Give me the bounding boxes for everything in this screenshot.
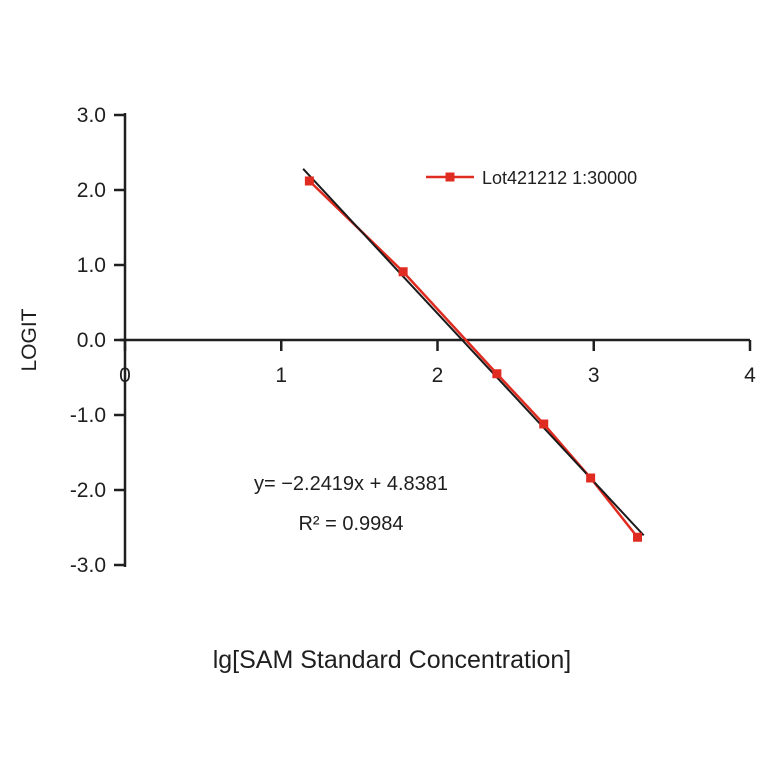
legend: Lot421212 1:30000	[426, 168, 637, 188]
legend-label: Lot421212 1:30000	[482, 168, 637, 188]
x-tick-label: 3	[588, 364, 600, 387]
series-group	[302, 168, 645, 542]
y-tick-label: 0.0	[77, 329, 106, 352]
y-tick-label: -2.0	[70, 479, 106, 502]
y-tick-label: 1.0	[77, 254, 106, 277]
data-point-marker	[633, 532, 642, 542]
legend-square-marker-icon	[445, 172, 455, 182]
y-tick-label: -1.0	[70, 404, 106, 427]
y-tick-label: 3.0	[77, 104, 106, 127]
x-tick-label: 4	[744, 364, 756, 387]
data-point-marker	[304, 176, 314, 186]
x-tick-label: 1	[275, 364, 287, 387]
x-axis-title: lg[SAM Standard Concentration]	[213, 646, 572, 674]
data-point-marker	[492, 369, 502, 379]
y-tick-label: -3.0	[70, 554, 106, 577]
data-point-marker	[539, 419, 549, 429]
data-point-marker	[398, 267, 408, 277]
x-tick-label: 2	[432, 364, 444, 387]
data-point-marker	[586, 473, 596, 483]
x-tick-label: 0	[119, 364, 131, 387]
y-tick-label: 2.0	[77, 179, 106, 202]
axes-group: 3.0 2.0 1.0 0.0 -1.0 -2.0 -3.0 0 1 2 3 4	[70, 104, 756, 577]
regression-equation-label: y= −2.2419x + 4.8381	[254, 473, 448, 495]
r-squared-label: R² = 0.9984	[298, 513, 403, 535]
y-axis-title: LOGIT	[18, 308, 41, 371]
